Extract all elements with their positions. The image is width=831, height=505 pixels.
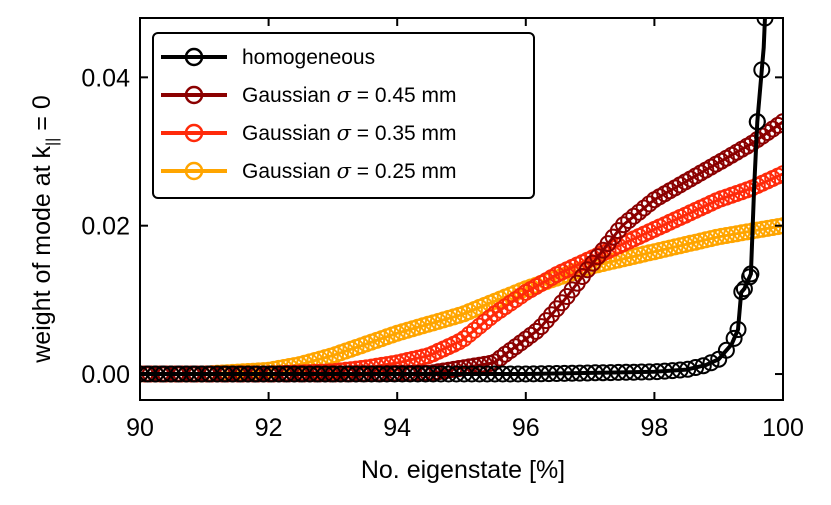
series-0-point — [702, 354, 720, 372]
series-1-point — [620, 212, 638, 229]
series-1-point — [630, 203, 648, 221]
legend-label-gaussian-025: Gaussian σ = 0.25 mm — [242, 159, 457, 183]
series-0-point — [717, 341, 735, 359]
legend-entry-homogeneous: homogeneous — [161, 46, 375, 69]
series-1-point — [774, 113, 783, 131]
series-1-point — [543, 306, 560, 324]
y-axis-label: weight of mode at k|| = 0 — [28, 95, 61, 364]
legend-label-gaussian-045: Gaussian σ = 0.45 mm — [242, 83, 457, 107]
legend: homogeneous Gaussian σ = 0.45 mm Gaussia… — [152, 32, 535, 199]
x-tick-label: 94 — [383, 414, 411, 442]
series-1-point — [527, 322, 545, 340]
series-0-point — [687, 359, 705, 376]
series-2-point — [476, 313, 494, 331]
legend-label-homogeneous: homogeneous — [242, 46, 375, 69]
series-2-point — [471, 317, 488, 335]
series-3 — [140, 217, 783, 383]
series-0-point — [748, 113, 766, 131]
series-0-point — [756, 18, 774, 27]
x-axis-label: No. eigenstate [%] — [361, 456, 565, 484]
series-1-point — [522, 326, 540, 344]
y-tick-label: 0.04 — [81, 64, 130, 92]
series-line-3 — [140, 224, 783, 376]
series-0-point — [753, 61, 771, 79]
legend-marker-homogeneous — [184, 47, 204, 67]
series-2-point — [455, 330, 473, 348]
x-tick-label: 100 — [762, 414, 804, 442]
series-2-point — [460, 325, 478, 343]
legend-entry-gaussian-045: Gaussian σ = 0.45 mm — [161, 83, 457, 107]
series-1-point — [548, 300, 566, 318]
x-tick-label: 90 — [126, 414, 154, 442]
axis-ticks: 90 92 94 96 98 100 0.00 0.02 0.04 — [81, 18, 804, 442]
series-1-point — [532, 318, 550, 336]
series-1-point — [769, 116, 783, 134]
legend-label-gaussian-035: Gaussian σ = 0.35 mm — [242, 121, 457, 145]
series-0-point — [729, 321, 747, 338]
series-0-point — [679, 360, 697, 378]
plot-frame — [139, 17, 784, 401]
series-2-point — [465, 321, 483, 339]
legend-marker-gaussian-025 — [184, 161, 204, 181]
y-tick-label: 0.00 — [81, 361, 130, 389]
series-1-point — [635, 199, 653, 217]
legend-entry-gaussian-035: Gaussian σ = 0.35 mm — [161, 121, 457, 145]
x-tick-label: 96 — [512, 414, 540, 442]
x-tick-label: 92 — [255, 414, 283, 442]
series-1-point — [609, 222, 627, 240]
legend-entry-gaussian-025: Gaussian σ = 0.25 mm — [161, 159, 457, 183]
series-0-point — [725, 329, 743, 347]
x-tick-label: 98 — [640, 414, 668, 442]
y-tick-label: 0.02 — [81, 213, 130, 241]
series-0-point — [733, 283, 751, 301]
series-1-point — [615, 216, 632, 234]
series-0-point — [694, 357, 712, 375]
series-2-point — [774, 165, 783, 183]
series-0-point — [735, 280, 753, 298]
legend-marker-gaussian-045 — [184, 85, 204, 105]
series-0-point — [742, 265, 760, 283]
series-1-point — [625, 207, 643, 225]
legend-box — [152, 32, 535, 199]
legend-marker-gaussian-035 — [184, 123, 204, 143]
series-layer — [140, 18, 783, 383]
series-1-point — [537, 312, 555, 330]
